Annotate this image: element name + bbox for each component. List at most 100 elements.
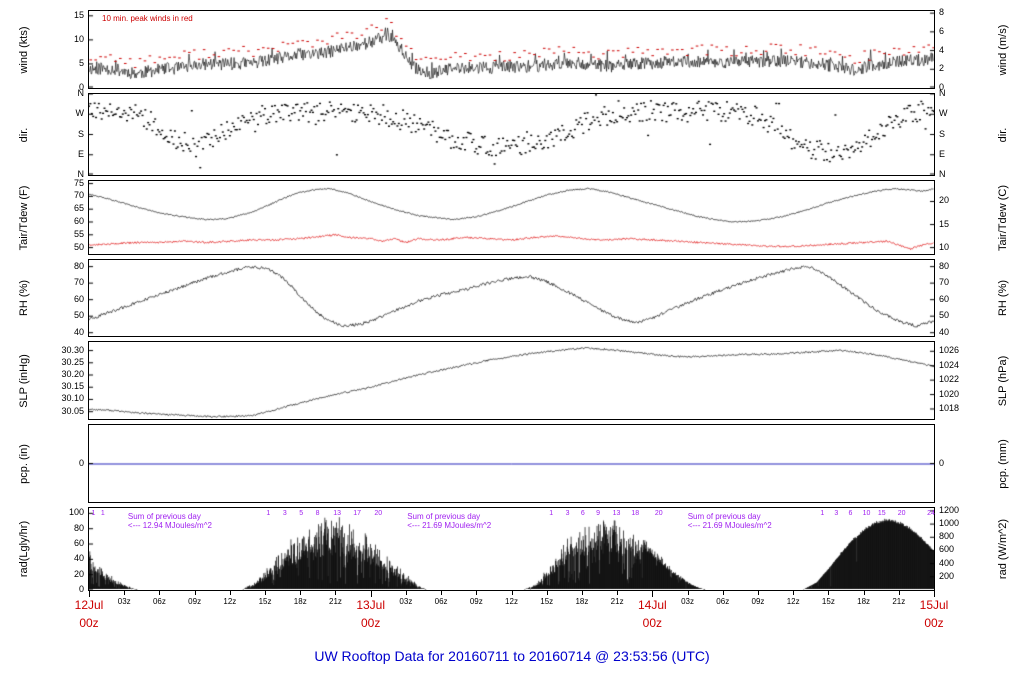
- x-axis-minor-label: 06z: [716, 597, 730, 606]
- y-tick-label-right: 0: [939, 82, 945, 92]
- cumulative-energy-mark: 1: [820, 510, 825, 517]
- axis-label-temp-right: Tair/Tdew (C): [997, 184, 1009, 251]
- axis-label-dir-left: dir.: [18, 127, 30, 142]
- x-axis-minor-tick: [229, 591, 231, 595]
- y-tick-label-right: 1026: [939, 345, 960, 356]
- y-tick-label-left: 5: [78, 57, 84, 68]
- axis-label-pcp-left: pcp. (in): [18, 443, 30, 484]
- x-axis-minor-tick: [194, 591, 196, 595]
- peak-winds-note: 10 min. peak winds in red: [102, 14, 193, 23]
- y-tick-label-right: 600: [939, 544, 955, 555]
- y-tick-label-left: 55: [73, 228, 84, 239]
- radiation-sum-note: Sum of previous day <--- 12.94 MJoules/m^…: [128, 512, 212, 530]
- x-axis-minor-tick: [546, 591, 548, 595]
- y-tick-label-left: 40: [73, 326, 84, 337]
- cumulative-energy-mark: 1: [91, 510, 96, 517]
- y-tick-label-right: 70: [939, 277, 950, 288]
- y-tick-label-right: N: [939, 88, 946, 98]
- axis-label-wind-left: wind (kts): [18, 25, 30, 74]
- y-tick-label-left: 50: [73, 241, 84, 252]
- y-tick-label-right: 80: [939, 260, 950, 271]
- axis-label-rh-left: RH (%): [18, 279, 30, 317]
- cumulative-energy-mark: 1: [266, 510, 271, 517]
- cumulative-energy-mark: 6: [848, 510, 853, 517]
- x-axis-minor-tick: [722, 591, 724, 595]
- x-axis-minor-label: 06z: [152, 597, 166, 606]
- y-tick-label-right: 4: [939, 44, 945, 55]
- axis-label-temp-left: Tair/Tdew (F): [18, 185, 30, 250]
- y-tick-label-right: 20: [939, 195, 950, 206]
- x-axis-major-tick: [652, 591, 654, 597]
- pcp-plot-canvas: [89, 425, 934, 502]
- y-tick-label-right: 8: [939, 7, 945, 18]
- cumulative-energy-mark: 18: [631, 510, 640, 517]
- x-axis-minor-label: 12z: [505, 597, 518, 606]
- x-axis-minor-tick: [159, 591, 161, 595]
- dir-plot-canvas: [89, 94, 934, 175]
- y-tick-label-left: 100: [68, 507, 84, 518]
- axis-label-rad-right: rad (W/m^2): [997, 518, 1009, 580]
- radiation-sum-line2: <--- 21.69 MJoules/m^2: [687, 521, 772, 530]
- panel-rh: [88, 259, 935, 337]
- x-axis-minor-tick: [476, 591, 478, 595]
- x-axis-minor-label: 06z: [434, 597, 448, 606]
- x-axis-hour-label: 00z: [642, 616, 663, 630]
- y-tick-label-left: 0: [78, 82, 84, 92]
- cumulative-energy-mark: 24: [927, 510, 935, 517]
- radiation-sum-line1: Sum of previous day: [407, 512, 481, 521]
- cumulative-energy-mark: 20: [654, 510, 663, 517]
- axis-label-slp-left: SLP (inHg): [18, 353, 30, 408]
- x-axis-date-label: 15Jul: [919, 598, 949, 612]
- x-axis-date-label: 13Jul: [356, 598, 385, 612]
- y-tick-label-left: 50: [73, 310, 84, 321]
- x-axis-minor-tick: [898, 591, 900, 595]
- x-axis-date-label: 14Jul: [637, 598, 667, 612]
- y-tick-label-right: 50: [939, 310, 950, 321]
- y-tick-label-left: N: [77, 169, 85, 179]
- cumulative-energy-mark: 1: [549, 510, 554, 517]
- x-axis-hour-label: 00z: [79, 616, 99, 630]
- y-tick-label-right: W: [939, 108, 948, 119]
- axis-label-slp-right: SLP (hPa): [997, 355, 1009, 406]
- x-axis-minor-label: 09z: [469, 597, 483, 606]
- y-tick-label-right: 200: [939, 570, 955, 581]
- panel-slp: [88, 341, 935, 420]
- y-tick-label-left: S: [77, 128, 84, 139]
- x-axis-minor-label: 21z: [329, 597, 342, 606]
- cumulative-energy-mark: 9: [596, 510, 601, 517]
- panel-rad: [88, 507, 935, 591]
- y-tick-label-left: 80: [73, 260, 84, 271]
- x-axis-minor-tick: [265, 591, 267, 595]
- y-tick-label-left: 20: [73, 568, 84, 579]
- y-tick-label-right: 15: [939, 218, 950, 229]
- y-tick-label-right: 40: [939, 326, 950, 337]
- y-tick-label-left: 70: [73, 190, 84, 201]
- cumulative-energy-mark: 8: [315, 510, 320, 517]
- y-tick-label-right: 800: [939, 531, 955, 542]
- x-axis-hour-label: 00z: [360, 616, 381, 630]
- y-tick-label-left: 30.20: [61, 369, 84, 379]
- x-axis-minor-tick: [335, 591, 337, 595]
- x-axis-minor-tick: [124, 591, 126, 595]
- x-axis-minor-label: 12z: [786, 597, 800, 606]
- x-axis-major-tick: [934, 591, 935, 597]
- x-axis-minor-label: 18z: [857, 597, 871, 606]
- cumulative-energy-mark: 15: [877, 510, 886, 517]
- radiation-sum-note: Sum of previous day <--- 21.69 MJoules/m^…: [688, 512, 772, 530]
- y-tick-label-right: 1000: [939, 518, 960, 529]
- cumulative-energy-mark: 6: [580, 510, 585, 517]
- x-axis-minor-tick: [687, 591, 689, 595]
- x-axis-date-label: 12Jul: [74, 598, 104, 612]
- y-tick-label-left: N: [77, 88, 85, 98]
- y-tick-label-right: 10: [939, 241, 950, 252]
- y-tick-label-left: 70: [73, 277, 84, 288]
- radiation-sum-line1: Sum of previous day: [687, 512, 761, 521]
- y-tick-label-left: 0: [78, 584, 84, 594]
- y-tick-label-left: 10: [73, 33, 84, 44]
- x-axis-minor-tick: [405, 591, 407, 595]
- y-tick-label-right: N: [939, 169, 946, 179]
- y-tick-label-right: 60: [939, 293, 950, 304]
- y-tick-label-right: 1200: [939, 504, 960, 515]
- x-axis-minor-tick: [441, 591, 443, 595]
